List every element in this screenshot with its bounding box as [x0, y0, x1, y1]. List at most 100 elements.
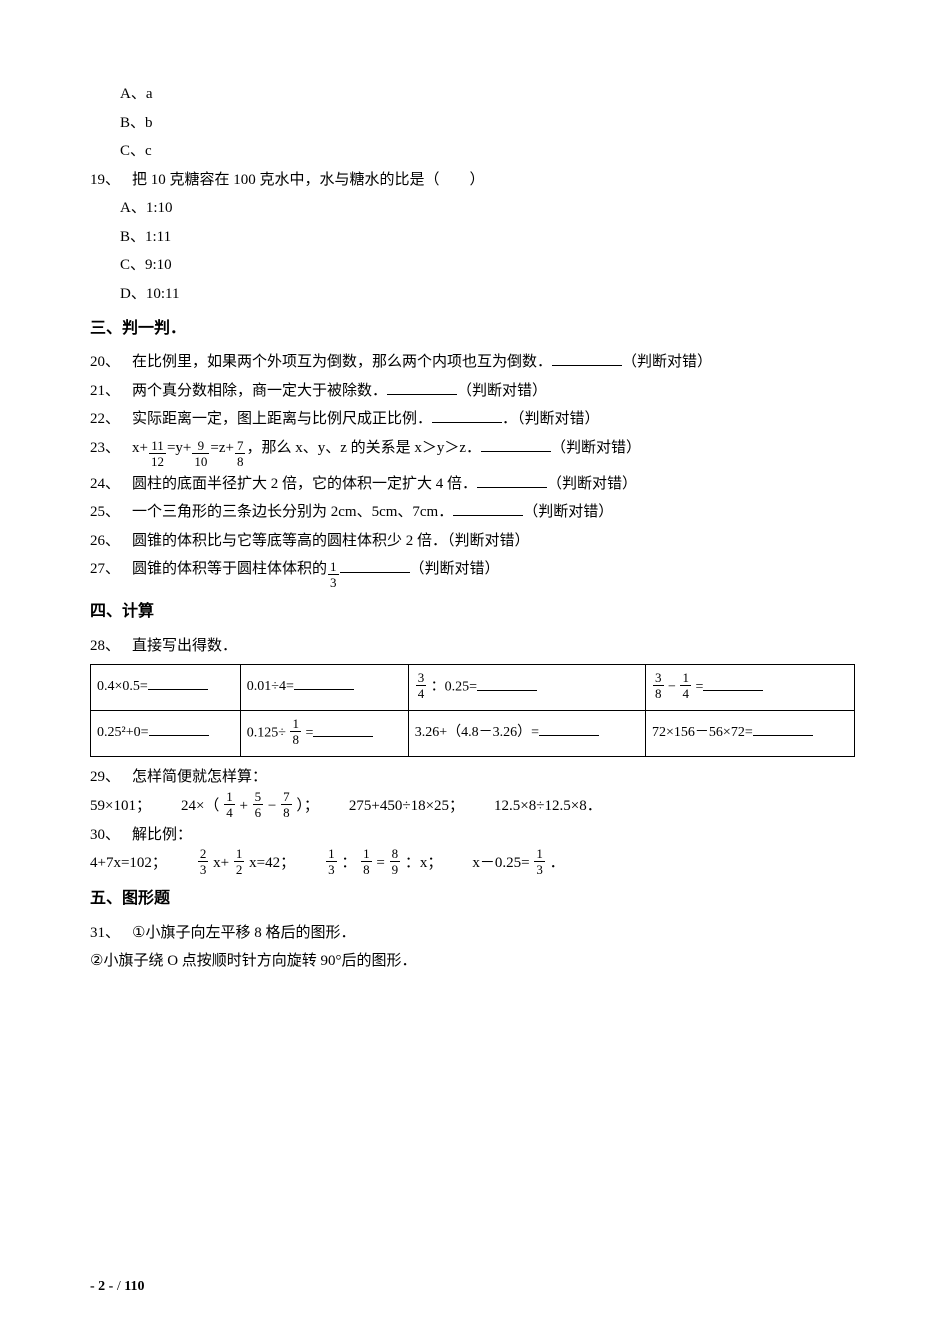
- expr: =: [695, 680, 703, 695]
- blank: [477, 676, 537, 691]
- question-24: 24、 圆柱的底面半径扩大 2 倍，它的体积一定扩大 4 倍． （判断对错）: [90, 470, 855, 499]
- blank: [477, 472, 547, 488]
- q24-text: 圆柱的底面半径扩大 2 倍，它的体积一定扩大 4 倍．: [132, 470, 477, 499]
- q23-mid1: =y+: [167, 434, 191, 463]
- numerator: 1: [328, 560, 339, 575]
- expr: 0.01÷4=: [247, 679, 294, 694]
- question-21: 21、 两个真分数相除，商一定大于被除数． （判断对错）: [90, 377, 855, 406]
- expr-d: 12.5×8÷12.5×8．: [494, 792, 602, 821]
- cell-r1c2: 0.01÷4=: [240, 665, 408, 711]
- blank: [753, 721, 813, 736]
- footer-page-current: - 2 -: [90, 1279, 113, 1294]
- q21-text: 两个真分数相除，商一定大于被除数．: [132, 377, 387, 406]
- question-27: 27、 圆锥的体积等于圆柱体体积的 1 3 （判断对错）: [90, 555, 855, 591]
- numerator: 1: [680, 671, 691, 686]
- denominator: 3: [328, 575, 339, 589]
- option-18-c: C、c: [90, 137, 855, 166]
- denominator: 8: [361, 862, 372, 876]
- q31-text1: 小旗子向左平移 8 格后的图形．: [145, 919, 355, 948]
- mid: +: [239, 798, 251, 814]
- judge-suffix: ．（判断对错）: [502, 405, 600, 434]
- fraction: 9 10: [192, 439, 209, 468]
- option-19-d: D、10:11: [90, 280, 855, 309]
- cell-r2c1: 0.25²+0=: [91, 711, 241, 757]
- pre: 24×（: [181, 798, 223, 814]
- q26-text: 圆锥的体积比与它等底等高的圆柱体积少 2 倍．（判断对错）: [132, 527, 530, 556]
- post: ：x；: [405, 855, 443, 871]
- table-row: 0.4×0.5= 0.01÷4= 3 4 ：0.25= 3 8 − 1: [91, 665, 855, 711]
- numerator: 1: [290, 717, 301, 732]
- question-29: 29、 怎样简便就怎样算：: [90, 763, 855, 792]
- expr-b: 24×（ 14 + 56 − 78 ）；: [181, 792, 319, 821]
- fraction: 1 4: [680, 671, 691, 700]
- q29-text: 怎样简便就怎样算：: [132, 763, 267, 792]
- numerator: 11: [149, 439, 166, 454]
- q22-num: 22、: [90, 405, 132, 434]
- expr-b: 23 x+ 12 x=42；: [197, 849, 295, 878]
- blank: [340, 557, 410, 573]
- fraction: 1 8: [290, 717, 301, 746]
- blank: [313, 722, 373, 737]
- mid: ：: [341, 855, 356, 871]
- q27-pre: 圆锥的体积等于圆柱体体积的: [132, 555, 327, 584]
- judge-suffix: （判断对错）: [547, 470, 637, 499]
- footer-sep: /: [113, 1279, 124, 1294]
- option-18-b: B、b: [90, 109, 855, 138]
- blank: [539, 721, 599, 736]
- blank: [481, 436, 551, 452]
- fraction: 89: [390, 847, 401, 876]
- page: A、a B、b C、c 19、 把 10 克糖容在 100 克水中，水与糖水的比…: [0, 0, 945, 1337]
- blank: [294, 675, 354, 690]
- q29-num: 29、: [90, 763, 132, 792]
- question-31-line2: ② 小旗子绕 O 点按顺时针方向旋转 90°后的图形．: [90, 947, 855, 976]
- question-28: 28、 直接写出得数．: [90, 632, 855, 661]
- fraction: 3 4: [416, 671, 427, 700]
- expr: −: [668, 680, 679, 695]
- fraction: 1 3: [328, 560, 339, 589]
- expr: 3.26+（4.8－3.26）=: [415, 725, 539, 740]
- expr: ：0.25=: [431, 680, 477, 695]
- page-footer: - 2 - / 110: [90, 1274, 144, 1301]
- q25-text: 一个三角形的三条边长分别为 2cm、5cm、7cm．: [132, 498, 453, 527]
- expr-c: 275+450÷18×25；: [349, 792, 464, 821]
- cell-r1c3: 3 4 ：0.25=: [408, 665, 645, 711]
- q19-num: 19、: [90, 166, 132, 195]
- expr-d: x－0.25= 13 ．: [472, 849, 564, 878]
- numerator: 3: [416, 671, 427, 686]
- fraction: 14: [224, 790, 235, 819]
- fraction: 13: [534, 847, 545, 876]
- fraction: 23: [198, 847, 209, 876]
- denominator: 2: [234, 862, 245, 876]
- expr: 72×156－56×72=: [652, 725, 753, 740]
- numerator: 3: [653, 671, 664, 686]
- q21-num: 21、: [90, 377, 132, 406]
- fraction: 13: [326, 847, 337, 876]
- cell-r1c4: 3 8 − 1 4 =: [646, 665, 855, 711]
- cell-r2c4: 72×156－56×72=: [646, 711, 855, 757]
- post: ．: [550, 855, 565, 871]
- denominator: 10: [192, 454, 209, 468]
- denominator: 12: [149, 454, 166, 468]
- fraction: 18: [361, 847, 372, 876]
- q23-pre: x+: [132, 434, 148, 463]
- option-19-a: A、1:10: [90, 194, 855, 223]
- expr: 0.4×0.5=: [97, 679, 148, 694]
- numerator: 7: [281, 790, 292, 805]
- q23-num: 23、: [90, 434, 132, 463]
- q28-num: 28、: [90, 632, 132, 661]
- numerator: 1: [534, 847, 545, 862]
- fraction: 7 8: [235, 439, 246, 468]
- numerator: 2: [198, 847, 209, 862]
- blank: [148, 675, 208, 690]
- denominator: 8: [653, 686, 664, 700]
- numerator: 7: [235, 439, 246, 454]
- fraction: 11 12: [149, 439, 166, 468]
- judge-suffix: （判断对错）: [410, 555, 500, 584]
- circled-2-icon: ②: [90, 947, 103, 976]
- denominator: 3: [198, 862, 209, 876]
- judge-suffix: （判断对错）: [622, 348, 712, 377]
- denominator: 8: [290, 732, 301, 746]
- question-31-line1: 31、 ① 小旗子向左平移 8 格后的图形．: [90, 919, 855, 948]
- cell-r2c2: 0.125÷ 1 8 =: [240, 711, 408, 757]
- q19-text: 把 10 克糖容在 100 克水中，水与糖水的比是（ ）: [132, 166, 485, 195]
